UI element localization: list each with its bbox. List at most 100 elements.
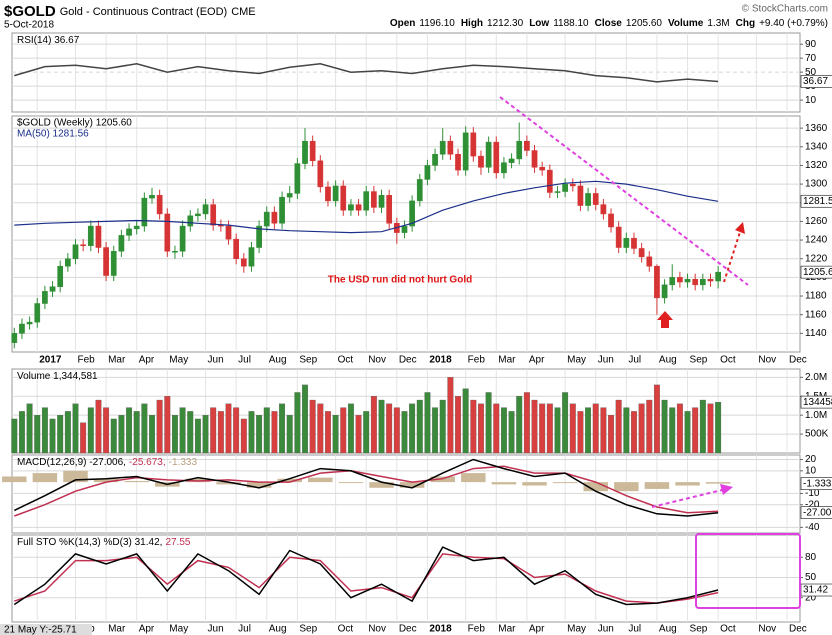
y-tick-label: 1160 bbox=[805, 309, 827, 320]
volume-bar bbox=[103, 407, 110, 454]
legend: Volume 1,344,581 bbox=[17, 371, 98, 382]
x-tick-label: Sep bbox=[690, 355, 708, 366]
candle-body bbox=[302, 140, 308, 164]
label: Chg bbox=[736, 18, 755, 29]
candle-body bbox=[233, 238, 240, 259]
date: 5-Oct-2018 bbox=[4, 20, 54, 31]
x-tick-label: Aug bbox=[659, 355, 677, 366]
histogram-bar bbox=[2, 476, 27, 483]
x-tick-label: Apr bbox=[139, 624, 155, 635]
y-tick-label: 1340 bbox=[805, 141, 828, 152]
candle-body bbox=[707, 278, 714, 282]
x-tick-label: May bbox=[567, 355, 586, 366]
volume-bar bbox=[225, 403, 232, 454]
volume-bar bbox=[500, 407, 507, 454]
ohlc-row: Open 1196.10 High 1212.30 Low 1188.10 Close 120… bbox=[390, 18, 828, 29]
candle-body bbox=[363, 191, 370, 211]
volume-bar bbox=[248, 411, 255, 454]
x-tick-label: Jun bbox=[598, 355, 614, 366]
candle-body bbox=[531, 150, 538, 168]
volume-bar bbox=[370, 396, 377, 454]
value: 1.3M bbox=[707, 18, 729, 29]
candle-body bbox=[432, 153, 438, 166]
y-tick-label: 500K bbox=[805, 429, 829, 440]
candle-body bbox=[240, 258, 247, 267]
histogram-bar bbox=[32, 473, 58, 483]
candle-body bbox=[286, 193, 293, 198]
volume-bar bbox=[401, 411, 408, 454]
candle-body bbox=[340, 185, 347, 211]
legend: Full STO %K(14,3) %D(3) 31.42, 27.55 bbox=[17, 537, 191, 548]
volume-bar bbox=[187, 411, 194, 454]
volume-bar bbox=[447, 377, 454, 454]
candle-body bbox=[87, 225, 94, 246]
candle-body bbox=[478, 155, 484, 168]
histogram-bar bbox=[216, 482, 241, 485]
candle-body bbox=[26, 321, 33, 325]
x-tick-label: May bbox=[567, 624, 586, 635]
candle-body bbox=[615, 226, 622, 248]
label: High bbox=[461, 18, 483, 29]
candle-body bbox=[256, 225, 262, 248]
candle-body bbox=[225, 225, 232, 240]
candle-body bbox=[424, 165, 431, 180]
legend: RSI(14) 36.67 bbox=[17, 35, 80, 46]
value: +9.40 (+0.79%) bbox=[759, 18, 828, 29]
value-tag bbox=[800, 75, 832, 88]
histogram-bar bbox=[644, 482, 670, 489]
volume-bar bbox=[386, 403, 393, 454]
x-tick-label: Apr bbox=[139, 355, 155, 366]
x-tick-label: Jul bbox=[628, 624, 641, 635]
candle-body bbox=[95, 225, 102, 248]
candle-body bbox=[386, 195, 393, 224]
copyright: © StockCharts.com bbox=[742, 4, 828, 15]
instrument: Gold - Continuous Contract (EOD) bbox=[60, 6, 228, 18]
x-tick-label: Mar bbox=[108, 355, 126, 366]
candle-body bbox=[715, 271, 721, 282]
x-tick-label: 2018 bbox=[429, 355, 452, 366]
x-tick-label: Feb bbox=[468, 355, 486, 366]
volume-bar bbox=[523, 392, 530, 454]
series-line bbox=[14, 180, 719, 234]
volume-bar bbox=[692, 407, 699, 454]
x-tick-label: Dec bbox=[399, 355, 417, 366]
histogram-bar bbox=[308, 477, 333, 483]
y-tick-label: 1360 bbox=[805, 123, 828, 134]
candle-body bbox=[661, 284, 668, 299]
volume-bar bbox=[64, 411, 71, 454]
arrow-line bbox=[651, 489, 723, 508]
x-tick-label: Oct bbox=[720, 355, 736, 366]
candle-body bbox=[164, 213, 171, 252]
candle-body bbox=[19, 323, 25, 334]
legend-entry: $GOLD (Weekly) 1205.60 bbox=[17, 118, 132, 129]
label: Volume bbox=[668, 18, 704, 29]
candle-body bbox=[462, 132, 469, 171]
volume-bar bbox=[539, 403, 546, 454]
candle-body bbox=[279, 196, 285, 224]
candle-body bbox=[110, 251, 117, 276]
candle-body bbox=[118, 235, 125, 252]
x-tick-label: Mar bbox=[108, 624, 126, 635]
candle-body bbox=[699, 278, 706, 286]
candle-body bbox=[11, 333, 18, 343]
label: Close bbox=[595, 18, 623, 29]
candle-body bbox=[103, 247, 109, 276]
volume-bar bbox=[715, 401, 722, 454]
x-tick-label: Nov bbox=[758, 624, 776, 635]
volume-bar bbox=[592, 403, 599, 454]
candle-body bbox=[332, 185, 339, 202]
volume-bar bbox=[347, 403, 354, 454]
candle-body bbox=[156, 195, 163, 215]
y-tick-label: -20 bbox=[805, 499, 820, 510]
candle-body bbox=[401, 225, 408, 233]
volume-bar bbox=[684, 411, 691, 454]
candle-body bbox=[646, 256, 653, 267]
volume-bar bbox=[202, 415, 209, 454]
volume-bar bbox=[271, 411, 278, 454]
y-tick-label: 80 bbox=[805, 552, 817, 563]
y-tick-label: -40 bbox=[805, 522, 820, 533]
volume-bar bbox=[699, 399, 706, 454]
volume-bar bbox=[646, 399, 653, 454]
highlight-box bbox=[695, 533, 801, 609]
volume-bar bbox=[638, 403, 645, 454]
